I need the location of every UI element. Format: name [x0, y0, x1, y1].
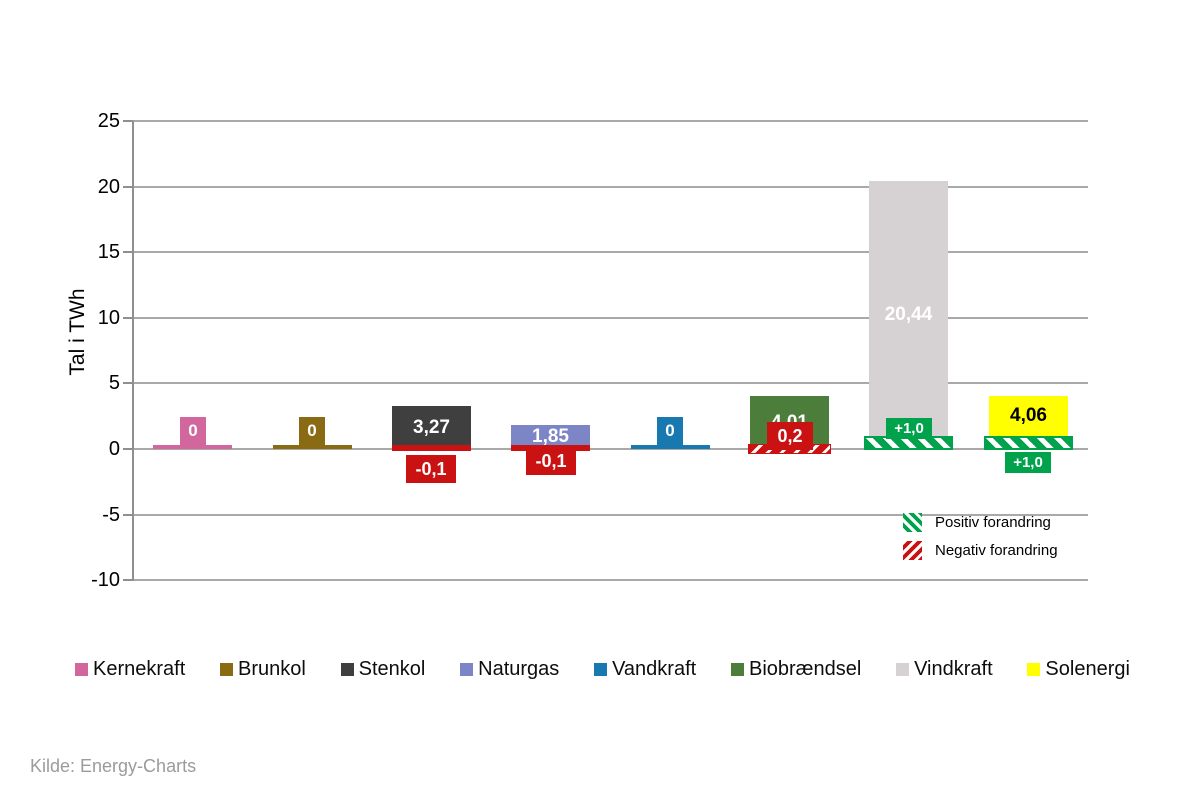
- tick-mark-25: [123, 120, 133, 122]
- legend-swatch-vindkraft: [896, 663, 910, 676]
- legend-label-vandkraft: Vandkraft: [612, 658, 697, 680]
- series-legend: Kernekraft Brunkol Stenkol Naturgas Vandkraf…: [75, 658, 1130, 681]
- tick-mark-5: [123, 382, 133, 384]
- legend-label-stenkol: Stenkol: [358, 658, 426, 680]
- bar-brunkol: [273, 445, 352, 449]
- tick-mark-0: [123, 448, 133, 450]
- value-label-naturgas: 1,85: [532, 426, 569, 447]
- gridline--5: [133, 514, 1088, 516]
- change-label-stenkol: -0,1: [406, 455, 456, 483]
- value-label-vindkraft: 20,44: [884, 304, 933, 325]
- value-label-kernekraft: 0: [180, 417, 206, 445]
- legend-item-biobraendsel: Biobrændsel: [730, 658, 862, 681]
- positive-change-label: Positiv forandring: [935, 513, 1051, 531]
- negative-change-label: Negativ forandring: [935, 541, 1058, 559]
- tick-label-15: 15: [97, 241, 120, 263]
- gridline-10: [133, 317, 1088, 319]
- value-label-vandkraft: 0: [657, 417, 683, 445]
- legend-item-brunkol: Brunkol: [220, 658, 306, 681]
- gridline--10: [133, 579, 1088, 581]
- change-legend-item-positive: Positiv forandring: [903, 512, 1058, 532]
- positive-change-strip-solenergi: [984, 436, 1073, 450]
- change-legend: Positiv forandring Negativ forandring: [903, 512, 1058, 568]
- tick-mark--5: [123, 514, 133, 516]
- tick-label-10: 10: [97, 307, 120, 329]
- negative-change-strip-stenkol: [392, 445, 471, 451]
- bar-stenkol: [392, 406, 471, 449]
- value-label-brunkol: 0: [299, 417, 325, 445]
- tick-label--5: -5: [102, 504, 120, 526]
- legend-item-stenkol: Stenkol: [340, 658, 426, 681]
- legend-label-kernekraft: Kernekraft: [93, 658, 186, 680]
- tick-label-20: 20: [97, 176, 120, 198]
- legend-swatch-kernekraft: [75, 663, 88, 676]
- legend-item-naturgas: Naturgas: [460, 658, 559, 681]
- legend-swatch-vandkraft: [594, 663, 608, 676]
- change-label-vindkraft: +1,0: [886, 418, 932, 439]
- tick-mark-15: [123, 251, 133, 253]
- change-legend-item-negative: Negativ forandring: [903, 540, 1058, 560]
- tick-mark--10: [123, 579, 133, 581]
- legend-swatch-stenkol: [340, 663, 354, 676]
- negative-change-hatch-icon: [903, 540, 922, 560]
- legend-swatch-solenergi: [1027, 663, 1041, 676]
- legend-label-biobraendsel: Biobrændsel: [748, 658, 862, 680]
- source-credit: Kilde: Energy-Charts: [30, 756, 197, 776]
- gridline-0: [133, 448, 1088, 450]
- value-label-solenergi: 4,06: [1010, 405, 1047, 426]
- bar-vandkraft: [631, 445, 710, 449]
- gridline-5: [133, 382, 1088, 384]
- gridline-20: [133, 186, 1088, 188]
- bar-kernekraft: [153, 445, 232, 449]
- gridline-25: [133, 120, 1088, 122]
- tick-label-5: 5: [108, 372, 120, 394]
- tick-label--10: -10: [91, 569, 120, 591]
- tick-label-25: 25: [97, 110, 120, 132]
- legend-label-brunkol: Brunkol: [238, 658, 306, 680]
- legend-item-vindkraft: Vindkraft: [896, 658, 993, 681]
- legend-label-vindkraft: Vindkraft: [914, 658, 993, 680]
- legend-item-solenergi: Solenergi: [1027, 658, 1130, 681]
- tick-mark-10: [123, 317, 133, 319]
- legend-swatch-brunkol: [220, 663, 234, 676]
- gridline-15: [133, 251, 1088, 253]
- legend-swatch-biobraendsel: [730, 663, 744, 676]
- bar-vindkraft: [869, 181, 948, 449]
- tick-label-0: 0: [108, 438, 120, 460]
- legend-item-vandkraft: Vandkraft: [594, 658, 696, 681]
- legend-label-solenergi: Solenergi: [1045, 658, 1130, 680]
- bar-solenergi: [989, 396, 1068, 436]
- change-label-biobraendsel: 0,2: [767, 422, 813, 450]
- legend-label-naturgas: Naturgas: [478, 658, 560, 680]
- positive-change-hatch-icon: [903, 512, 922, 532]
- value-label-stenkol: 3,27: [413, 417, 450, 438]
- legend-swatch-naturgas: [460, 663, 474, 676]
- change-label-naturgas: -0,1: [526, 447, 576, 475]
- change-label-solenergi: +1,0: [1005, 452, 1051, 473]
- tick-mark-20: [123, 186, 133, 188]
- legend-item-kernekraft: Kernekraft: [75, 658, 185, 681]
- y-axis-line: [132, 121, 134, 581]
